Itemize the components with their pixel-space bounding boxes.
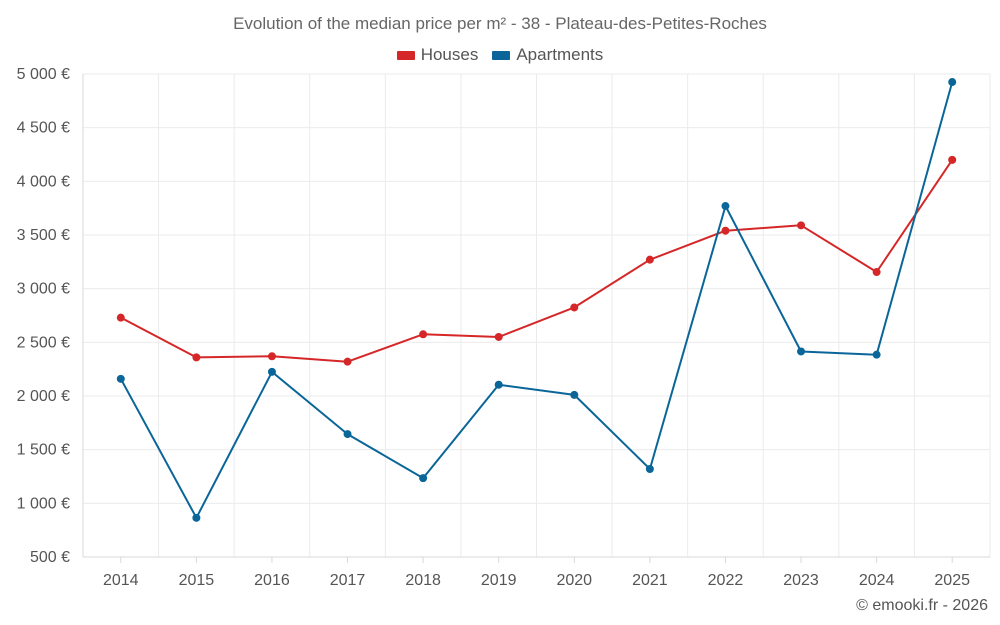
data-point-apartments [267, 367, 276, 376]
y-tick-label: 3 500 € [17, 227, 70, 244]
y-tick-label: 1 000 € [17, 495, 70, 512]
data-point-houses [343, 357, 352, 366]
y-tick-label: 2 000 € [17, 388, 70, 405]
data-point-houses [192, 353, 201, 362]
y-tick-label: 3 000 € [17, 281, 70, 298]
data-point-apartments [645, 464, 654, 473]
data-point-houses [872, 268, 881, 277]
data-point-apartments [343, 430, 352, 439]
data-point-apartments [192, 513, 201, 522]
data-point-apartments [872, 350, 881, 359]
data-point-houses [267, 352, 276, 361]
data-point-houses [948, 155, 957, 164]
data-point-houses [570, 303, 579, 312]
x-tick-label: 2022 [708, 572, 744, 589]
legend-label-houses: Houses [420, 45, 479, 64]
data-point-houses [645, 255, 654, 264]
data-point-apartments [948, 78, 957, 87]
legend-item-houses[interactable]: Houses [396, 45, 479, 65]
x-tick-label: 2023 [783, 572, 819, 589]
y-tick-label: 5 000 € [17, 66, 70, 83]
data-point-apartments [494, 380, 503, 389]
y-tick-label: 500 € [30, 549, 70, 566]
legend-item-apartments[interactable]: Apartments [492, 45, 603, 65]
x-tick-label: 2020 [556, 572, 592, 589]
chart-title: Evolution of the median price per m² - 3… [233, 14, 767, 33]
y-tick-label: 4 000 € [17, 173, 70, 190]
data-point-houses [721, 226, 730, 235]
series-line-houses [120, 159, 954, 363]
x-tick-label: 2021 [632, 572, 668, 589]
data-point-houses [797, 221, 806, 230]
chart-legend: Houses Apartments [0, 45, 1000, 65]
data-point-houses [116, 313, 125, 322]
x-tick-label: 2016 [254, 572, 290, 589]
y-tick-label: 1 500 € [17, 442, 70, 459]
x-tick-label: 2017 [330, 572, 366, 589]
x-tick-label: 2015 [179, 572, 215, 589]
x-tick-label: 2018 [405, 572, 441, 589]
legend-swatch-apartments [492, 50, 511, 60]
data-point-houses [494, 332, 503, 341]
data-point-apartments [721, 202, 730, 211]
x-tick-label: 2014 [103, 572, 139, 589]
series-line-apartments [119, 81, 954, 519]
legend-label-apartments: Apartments [516, 45, 604, 64]
data-point-houses [419, 330, 428, 339]
data-point-apartments [116, 374, 125, 383]
y-tick-label: 2 500 € [17, 334, 70, 351]
x-tick-label: 2024 [859, 572, 895, 589]
x-tick-label: 2019 [481, 572, 517, 589]
legend-swatch-houses [396, 50, 415, 60]
footer-credit: © emooki.fr - 2026 [856, 597, 988, 614]
data-point-apartments [570, 390, 579, 399]
data-point-apartments [419, 474, 428, 483]
data-point-apartments [797, 347, 806, 356]
y-tick-label: 4 500 € [17, 120, 70, 137]
x-tick-label: 2025 [934, 572, 970, 589]
